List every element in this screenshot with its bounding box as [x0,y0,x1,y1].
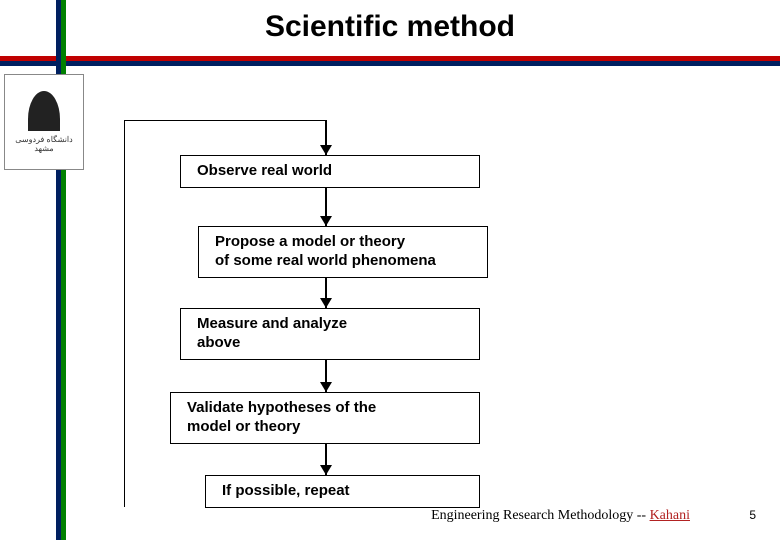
flow-box-repeat: If possible, repeat [205,475,480,508]
page-number: 5 [749,508,756,522]
logo-dome-icon [28,91,60,131]
arrow-head-icon [320,382,332,392]
flow-box-measure: Measure and analyzeabove [180,308,480,360]
footer-dash: -- [637,508,650,523]
flow-box-observe: Observe real world [180,155,480,188]
horizontal-divider [0,56,780,66]
footer-author: Kahani [650,508,690,523]
arrow-head-icon [320,465,332,475]
flow-box-validate: Validate hypotheses of themodel or theor… [170,392,480,444]
university-logo: دانشگاه فردوسی مشهد [4,74,84,170]
logo-caption: دانشگاه فردوسی مشهد [5,135,83,153]
slide-title: Scientific method [0,10,780,44]
divider-blue-bar [0,61,780,66]
flowchart: Observe real world Propose a model or th… [130,130,490,530]
footer-prefix: Engineering Research Methodology [431,508,637,523]
arrow-head-icon [320,216,332,226]
flow-box-propose: Propose a model or theoryof some real wo… [198,226,488,278]
arrow-head-icon [320,145,332,155]
arrow-head-icon [320,298,332,308]
footer-credit: Engineering Research Methodology -- Kaha… [431,508,690,524]
